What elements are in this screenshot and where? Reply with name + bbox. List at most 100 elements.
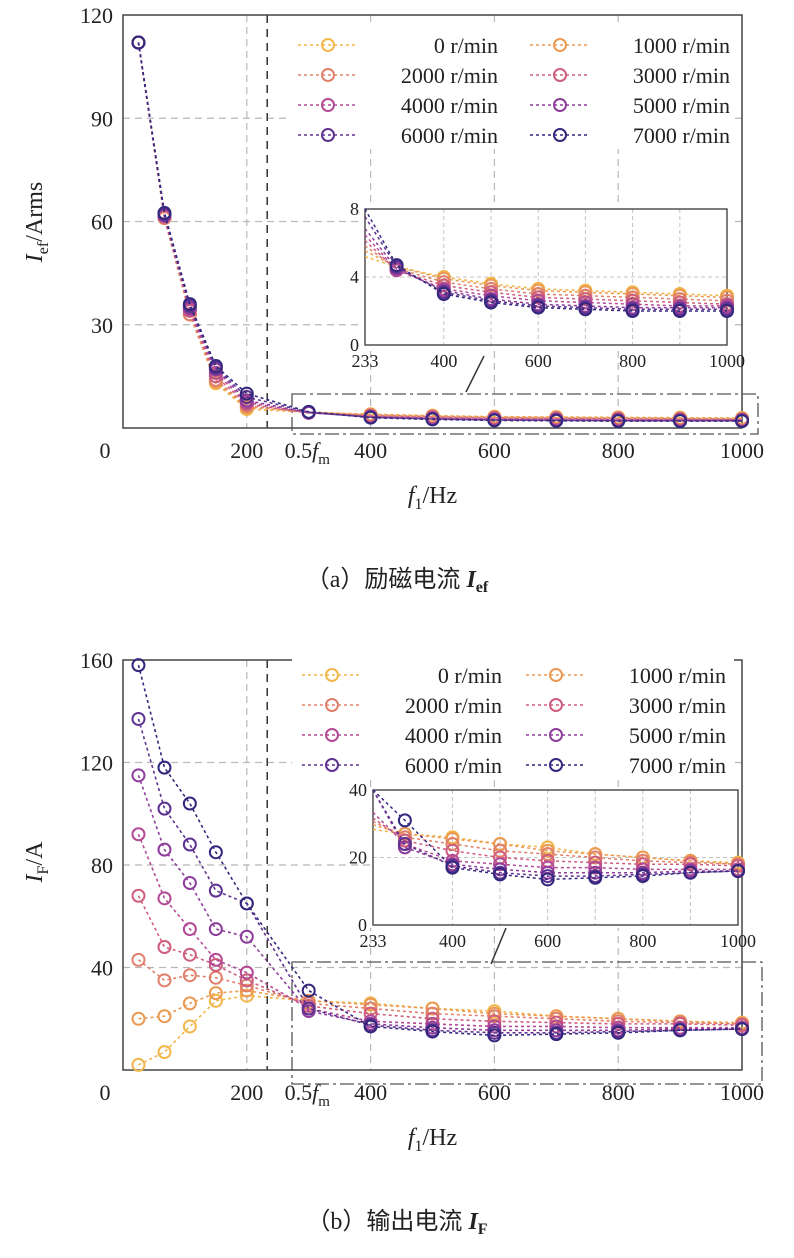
legend-item-4000-r-min: 4000 r/min [302,723,502,748]
data-point-1000-r-min [157,1009,172,1024]
inset-x-tick-label: 800 [619,351,646,371]
y-tick-label: 160 [80,648,113,673]
data-point-2000-r-min [131,952,146,967]
legend-marker [325,728,339,742]
inset-x-tick-label: 400 [430,351,457,371]
y-tick-label: 30 [91,313,113,338]
inset-point-7000-r-min [484,295,499,310]
legend-item-5000-r-min: 5000 r/min [530,93,730,118]
legend-label: 5000 r/min [629,723,726,748]
caption-sub: ef [476,579,489,596]
data-point-0-r-min [131,1057,146,1072]
legend-item-4000-r-min: 4000 r/min [298,93,498,118]
inset-x-tick-label: 233 [360,931,387,951]
legend-label: 4000 r/min [401,93,498,118]
inset-series-7000-r-min [364,208,734,318]
data-point-3000-r-min [208,957,223,972]
inset-point-7000-r-min [397,813,412,828]
y-axis-unit: /Arms [22,182,48,242]
data-point-2000-r-min [182,968,197,983]
y-tick-label: 90 [91,106,113,131]
y-axis-label: IF/A [22,841,52,884]
legend-marker [325,668,339,682]
inset-series-line-2000-r-min [364,245,728,302]
panel-a-excitation-current: 0 200 400 600 800 10003060901200.5fmf1/HzIef/… [22,3,764,596]
y-tick-label: 60 [91,210,113,235]
legend-marker [549,728,563,742]
inset-series-line-2000-r-min [372,820,739,865]
inset-series-line-3000-r-min [372,817,739,867]
data-point-2000-r-min [157,973,172,988]
legend-label: 1000 r/min [629,663,726,688]
legend-marker [325,758,339,772]
legend-item-1000-r-min: 1000 r/min [530,33,730,58]
data-point-7000-r-min [301,404,316,419]
caption-var: I [465,567,477,593]
data-point-1000-r-min [182,996,197,1011]
inset-point-1000-r-min [493,837,508,851]
legend-item-1000-r-min: 1000 r/min [526,663,726,688]
legend-marker [553,38,567,52]
inset-x-tick-label: 1000 [720,931,756,951]
inset-y-tick-label: 0 [350,335,359,355]
inset-point-4000-r-min [493,857,508,872]
inset-point-7000-r-min [540,872,555,887]
legend-item-0-r-min: 0 r/min [298,33,498,58]
data-point-7000-r-min [425,1024,440,1039]
legend-marker [321,98,335,112]
inset-point-7000-r-min [531,300,546,315]
data-point-0-r-min [239,988,254,1003]
plot-frame [122,14,743,429]
inset-point-3000-r-min [588,855,603,870]
x-tick-label: 400 [354,438,387,463]
inset-chart: 233 400 600 800 1000 0 4 8 [350,199,745,393]
data-point-5000-r-min [182,875,197,890]
half-fm-label: 0.5fm [285,1080,331,1110]
data-point-2000-r-min [425,1006,440,1021]
data-point-7000-r-min [301,983,316,998]
half-fm-sub: m [318,1094,330,1110]
x-axis-unit: /Hz [423,483,458,509]
legend-label: 0 r/min [438,663,502,688]
data-point-3000-r-min [239,973,254,988]
legend-label: 2000 r/min [405,693,502,718]
data-point-7000-r-min [182,297,197,312]
legend-marker [321,68,335,82]
legend-marker [553,98,567,112]
inset-y-tick-label: 4 [350,267,359,287]
y-tick-label: 120 [80,3,113,28]
inset-point-7000-r-min [683,865,698,880]
data-point-7000-r-min [131,35,146,50]
legend-item-2000-r-min: 2000 r/min [302,693,502,718]
x-axis-sub: 1 [415,1138,423,1155]
legend-marker [321,128,335,142]
legend-item-2000-r-min: 2000 r/min [298,63,498,88]
inset-point-6000-r-min [397,837,412,851]
legend-label: 3000 r/min [629,693,726,718]
legend-marker [553,68,567,82]
legend-label: 0 r/min [434,33,498,58]
data-point-7000-r-min [673,414,688,429]
legend-item-6000-r-min: 6000 r/min [298,123,498,148]
zoom-region-box [291,393,759,435]
zoom-region-box [291,961,763,1085]
caption-text: （b）输出电流 [306,1208,468,1235]
legend-item-5000-r-min: 5000 r/min [526,723,726,748]
inset-point-7000-r-min [588,870,603,885]
inset-point-7000-r-min [635,869,650,884]
legend-item-7000-r-min: 7000 r/min [526,753,726,778]
y-axis-unit: /A [22,841,48,866]
data-point-3000-r-min [131,888,146,903]
inset-series-line-4000-r-min [372,811,738,871]
inset-y-tick-label: 8 [350,199,359,219]
inset-connector-slash [465,355,485,393]
legend-item-3000-r-min: 3000 r/min [530,63,730,88]
x-tick-label: 200 [230,1080,263,1105]
half-fm-sub: m [318,452,330,468]
y-tick-label: 120 [80,751,113,776]
data-point-5000-r-min [239,929,254,944]
legend-label: 7000 r/min [629,753,726,778]
inset-point-7000-r-min [672,304,687,318]
legend-item-0-r-min: 0 r/min [302,663,502,688]
inset-series-line-5000-r-min [364,228,727,309]
